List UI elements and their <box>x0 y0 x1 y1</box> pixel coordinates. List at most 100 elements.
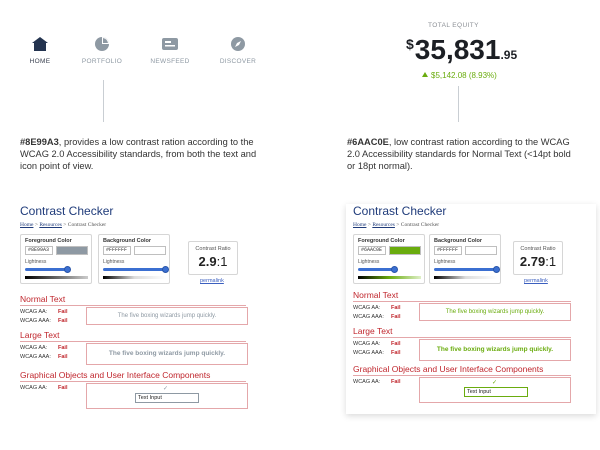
normal-text-heading: Normal Text <box>353 290 571 302</box>
foreground-lightness-gradient <box>358 276 421 279</box>
fail-badge: Fail <box>58 345 68 351</box>
up-arrow-icon <box>422 72 428 77</box>
description-left-hex: #8E99A3 <box>20 137 59 147</box>
background-hex-input[interactable]: #FFFFFF <box>434 246 462 255</box>
text-input-sample[interactable]: Text Input <box>464 387 528 397</box>
breadcrumb-home[interactable]: Home <box>353 222 367 228</box>
fail-badge: Fail <box>391 379 401 385</box>
nav-label-newsfeed: NEWSFEED <box>150 58 190 65</box>
background-lightness-label: Lightness <box>434 259 456 265</box>
slider-knob[interactable] <box>64 266 71 273</box>
large-wcag-aaa-row: WCAG AAA: Fail <box>353 350 400 356</box>
foreground-label: Foreground Color <box>25 238 72 244</box>
ratio-number: 2.9 <box>198 254 217 269</box>
slider-knob[interactable] <box>162 266 169 273</box>
normal-wcag-aa-row: WCAG AA: Fail <box>353 305 400 311</box>
bottom-nav: HOME PORTFOLIO NEWSFEED DISCOVER <box>12 36 262 76</box>
fail-badge: Fail <box>391 341 401 347</box>
permalink-link[interactable]: permalink <box>524 278 548 284</box>
breadcrumb: Home > Resources > Contrast Checker <box>20 222 107 228</box>
checker-title: Contrast Checker <box>20 204 114 218</box>
fail-badge: Fail <box>391 350 401 356</box>
description-right-hex: #6AAC0E <box>347 137 389 147</box>
background-lightness-slider[interactable] <box>434 266 500 273</box>
slider-knob[interactable] <box>391 266 398 273</box>
background-hex-input[interactable]: #FFFFFF <box>103 246 131 255</box>
foreground-lightness-label: Lightness <box>25 259 47 265</box>
foreground-swatch[interactable] <box>56 246 88 255</box>
contrast-checker-left: Contrast Checker Home > Resources > Cont… <box>20 204 270 414</box>
ratio-label: Contrast Ratio <box>520 246 556 252</box>
wcag-aa-label: WCAG AA: <box>353 379 381 385</box>
normal-text-sample: The five boxing wizards jump quickly. <box>419 303 571 321</box>
wcag-aa-label: WCAG AA: <box>353 305 381 311</box>
checker-right-inner: Contrast Checker Home > Resources > Cont… <box>353 204 589 414</box>
background-label: Background Color <box>434 238 482 244</box>
foreground-hex-input[interactable]: #8E99A3 <box>25 246 53 255</box>
equity-whole: 35,831 <box>414 34 501 65</box>
equity-label: TOTAL EQUITY <box>428 22 479 29</box>
ratio-number: 2.79 <box>519 254 546 269</box>
nav-item-discover[interactable]: DISCOVER <box>210 36 266 65</box>
foreground-lightness-slider[interactable] <box>25 266 71 273</box>
fail-badge: Fail <box>58 309 68 315</box>
newspaper-icon <box>162 38 178 50</box>
nav-item-home[interactable]: HOME <box>12 36 68 65</box>
large-wcag-aa-row: WCAG AA: Fail <box>353 341 400 347</box>
graphical-objects-heading: Graphical Objects and User Interface Com… <box>20 370 246 382</box>
contrast-ratio-box: Contrast Ratio 2.9:1 <box>188 241 238 275</box>
normal-wcag-aaa-row: WCAG AAA: Fail <box>20 318 67 324</box>
breadcrumb-resources[interactable]: Resources <box>39 222 62 228</box>
fail-badge: Fail <box>391 314 401 320</box>
ratio-value: 2.79:1 <box>514 254 562 269</box>
equity-change-value: $5,142.08 (8.93%) <box>431 71 497 80</box>
foreground-hex-input[interactable]: #6AAC0E <box>358 246 386 255</box>
large-text-heading: Large Text <box>20 330 246 342</box>
nav-item-newsfeed[interactable]: NEWSFEED <box>142 36 198 65</box>
permalink-link[interactable]: permalink <box>200 278 224 284</box>
slider-knob[interactable] <box>493 266 500 273</box>
wcag-aa-label: WCAG AA: <box>20 309 48 315</box>
description-right: #6AAC0E, low contrast ration according t… <box>347 136 579 172</box>
background-swatch[interactable] <box>465 246 497 255</box>
fail-badge: Fail <box>58 385 68 391</box>
pointer-line-left <box>103 80 104 122</box>
background-lightness-gradient <box>103 276 166 279</box>
description-left-text: , provides a low contrast ration accordi… <box>20 137 257 171</box>
normal-wcag-aa-row: WCAG AA: Fail <box>20 309 67 315</box>
large-text-heading: Large Text <box>353 326 571 338</box>
breadcrumb-home[interactable]: Home <box>20 222 34 228</box>
wcag-aa-label: WCAG AA: <box>353 341 381 347</box>
equity-currency: $ <box>406 36 414 52</box>
contrast-checker-right: Contrast Checker Home > Resources > Cont… <box>346 204 596 414</box>
background-swatch[interactable] <box>134 246 166 255</box>
equity-cents: .95 <box>500 48 518 62</box>
contrast-ratio-box: Contrast Ratio 2.79:1 <box>513 241 563 275</box>
graphical-objects-sample: ✓ Text Input <box>419 377 571 403</box>
ratio-suffix: :1 <box>216 254 228 269</box>
background-label: Background Color <box>103 238 151 244</box>
foreground-label: Foreground Color <box>358 238 405 244</box>
nav-item-portfolio[interactable]: PORTFOLIO <box>74 36 130 65</box>
text-input-sample[interactable]: Text Input <box>135 393 199 403</box>
compass-icon <box>231 37 245 51</box>
ratio-label: Contrast Ratio <box>195 246 231 252</box>
normal-wcag-aaa-row: WCAG AAA: Fail <box>353 314 400 320</box>
wcag-aaa-label: WCAG AAA: <box>353 350 384 356</box>
pie-chart-icon <box>95 37 109 51</box>
large-text-sample: The five boxing wizards jump quickly. <box>419 339 571 361</box>
nav-label-discover: DISCOVER <box>219 58 257 65</box>
normal-text-sample: The five boxing wizards jump quickly. <box>86 307 248 325</box>
background-lightness-slider[interactable] <box>103 266 169 273</box>
description-right-text: , low contrast ration according to the W… <box>347 137 571 171</box>
graphical-wcag-aa-row: WCAG AA: Fail <box>20 385 67 391</box>
large-wcag-aaa-row: WCAG AAA: Fail <box>20 354 67 360</box>
fail-badge: Fail <box>58 318 68 324</box>
breadcrumb-resources[interactable]: Resources <box>372 222 395 228</box>
equity-change: $5,142.08 (8.93%) <box>422 71 497 80</box>
foreground-color-box: Foreground Color #8E99A3 Lightness <box>20 234 92 284</box>
foreground-lightness-slider[interactable] <box>358 266 398 273</box>
background-color-box: Background Color #FFFFFF Lightness <box>429 234 501 284</box>
foreground-swatch[interactable] <box>389 246 421 255</box>
wcag-aaa-label: WCAG AAA: <box>20 354 51 360</box>
